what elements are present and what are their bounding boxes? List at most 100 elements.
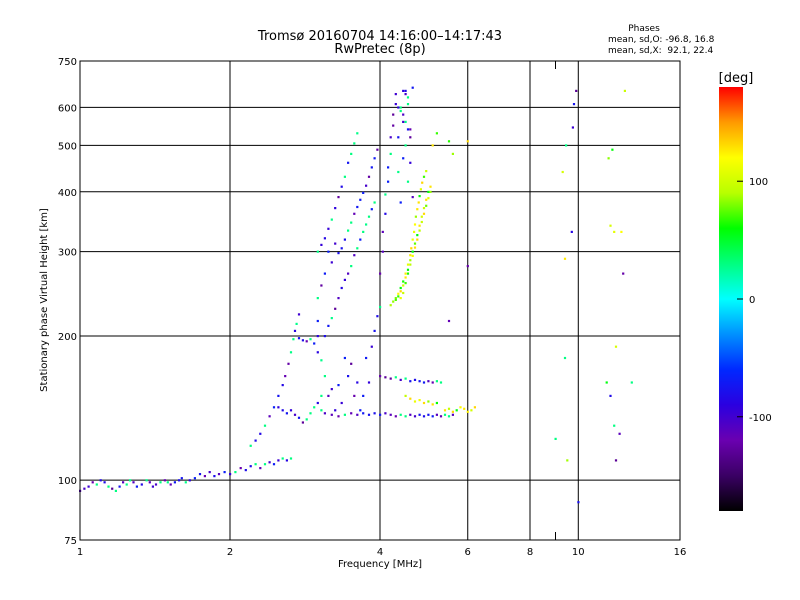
o-mode-point bbox=[178, 479, 181, 482]
o-mode-point bbox=[435, 380, 438, 383]
x-mode-point bbox=[463, 407, 466, 410]
plot-frame bbox=[79, 60, 681, 541]
o-mode-point bbox=[289, 457, 293, 460]
o-mode-point bbox=[285, 459, 288, 462]
o-mode-point bbox=[365, 356, 368, 360]
x-mode-point bbox=[425, 204, 428, 207]
o-mode-point bbox=[370, 166, 373, 169]
o-mode-point bbox=[340, 247, 343, 250]
o-mode-point bbox=[389, 136, 392, 139]
o-mode-point bbox=[384, 193, 387, 196]
o-mode-point bbox=[330, 413, 333, 416]
o-mode-point bbox=[399, 201, 402, 204]
o-mode-point bbox=[203, 475, 206, 478]
o-mode-point bbox=[305, 418, 308, 421]
o-mode-point bbox=[362, 191, 365, 194]
x-mode-point bbox=[414, 215, 417, 218]
o-mode-point bbox=[554, 437, 557, 440]
o-mode-point bbox=[394, 93, 397, 96]
o-mode-point bbox=[83, 487, 86, 490]
o-mode-point bbox=[316, 335, 319, 338]
o-mode-point bbox=[254, 439, 257, 442]
o-mode-point bbox=[409, 161, 412, 164]
o-mode-point bbox=[373, 201, 376, 204]
o-mode-point bbox=[406, 180, 410, 183]
chart-title: Tromsø 20160704 14:16:00–14:17:43 bbox=[257, 29, 502, 44]
o-mode-point bbox=[316, 401, 319, 405]
o-mode-point bbox=[320, 359, 323, 362]
o-mode-point bbox=[406, 103, 410, 106]
x-mode-point bbox=[404, 394, 407, 397]
o-mode-point bbox=[289, 351, 293, 354]
o-mode-point bbox=[397, 136, 400, 139]
o-mode-point bbox=[334, 307, 337, 310]
o-mode-point bbox=[370, 208, 373, 211]
y-tick-label: 300 bbox=[58, 248, 77, 259]
o-mode-point bbox=[305, 340, 308, 343]
o-mode-point bbox=[289, 409, 293, 412]
x-mode-point bbox=[413, 242, 417, 245]
o-mode-point bbox=[356, 132, 359, 135]
o-mode-point bbox=[272, 463, 276, 466]
x-mode-point bbox=[611, 148, 614, 151]
o-mode-point bbox=[340, 185, 343, 188]
x-tick-label: 4 bbox=[377, 547, 383, 558]
legend-heading: Phases bbox=[628, 24, 660, 34]
o-mode-point bbox=[284, 375, 287, 378]
x-mode-point bbox=[409, 254, 412, 257]
x-mode-point bbox=[413, 400, 417, 403]
colorbar-ticks: 100 0 -100 bbox=[737, 177, 772, 424]
x-mode-point bbox=[614, 345, 618, 348]
o-mode-point bbox=[570, 230, 573, 233]
o-mode-point bbox=[379, 375, 382, 378]
x-mode-point bbox=[425, 198, 428, 201]
o-mode-point bbox=[356, 413, 359, 416]
o-mode-point bbox=[337, 415, 340, 418]
o-mode-point bbox=[370, 345, 373, 348]
o-mode-point bbox=[154, 483, 158, 486]
o-mode-point bbox=[327, 250, 330, 253]
o-mode-point bbox=[409, 136, 412, 139]
x-tick-label: 6 bbox=[465, 547, 471, 558]
x-mode-point bbox=[435, 132, 438, 135]
x-mode-point bbox=[399, 286, 402, 290]
o-mode-point bbox=[343, 278, 346, 281]
o-mode-point bbox=[320, 243, 323, 246]
x-mode-point bbox=[435, 401, 438, 405]
o-mode-point bbox=[392, 124, 395, 127]
x-mode-point bbox=[404, 282, 407, 285]
o-mode-point bbox=[409, 413, 412, 416]
o-mode-point bbox=[343, 175, 346, 178]
o-mode-point bbox=[125, 483, 128, 486]
x-mode-point bbox=[404, 272, 407, 275]
o-mode-point bbox=[577, 501, 580, 504]
o-mode-point bbox=[362, 394, 365, 397]
o-mode-point bbox=[431, 415, 434, 418]
x-mode-point bbox=[402, 280, 405, 283]
o-mode-point bbox=[389, 377, 392, 380]
x-mode-point bbox=[613, 230, 616, 233]
x-mode-point bbox=[609, 224, 612, 227]
o-mode-point bbox=[613, 424, 616, 427]
o-mode-point bbox=[373, 412, 376, 415]
o-mode-point bbox=[356, 381, 359, 384]
o-mode-point bbox=[254, 463, 257, 466]
o-mode-point bbox=[323, 335, 326, 338]
o-mode-point bbox=[404, 144, 407, 147]
o-mode-point bbox=[163, 479, 166, 482]
o-mode-point bbox=[188, 479, 191, 482]
o-mode-point bbox=[151, 485, 154, 488]
x-mode-point bbox=[443, 409, 447, 412]
o-mode-point bbox=[320, 409, 323, 412]
o-mode-point bbox=[394, 415, 397, 418]
o-mode-point bbox=[427, 380, 430, 383]
o-mode-point bbox=[297, 313, 301, 316]
legend-x-stats: mean, sd,X: 92.1, 22.4 bbox=[608, 46, 714, 56]
o-mode-point bbox=[422, 381, 426, 384]
o-mode-point bbox=[263, 424, 267, 427]
o-mode-point bbox=[99, 479, 102, 482]
o-mode-point bbox=[337, 297, 340, 300]
o-mode-point bbox=[263, 463, 267, 466]
o-mode-point bbox=[330, 261, 333, 264]
